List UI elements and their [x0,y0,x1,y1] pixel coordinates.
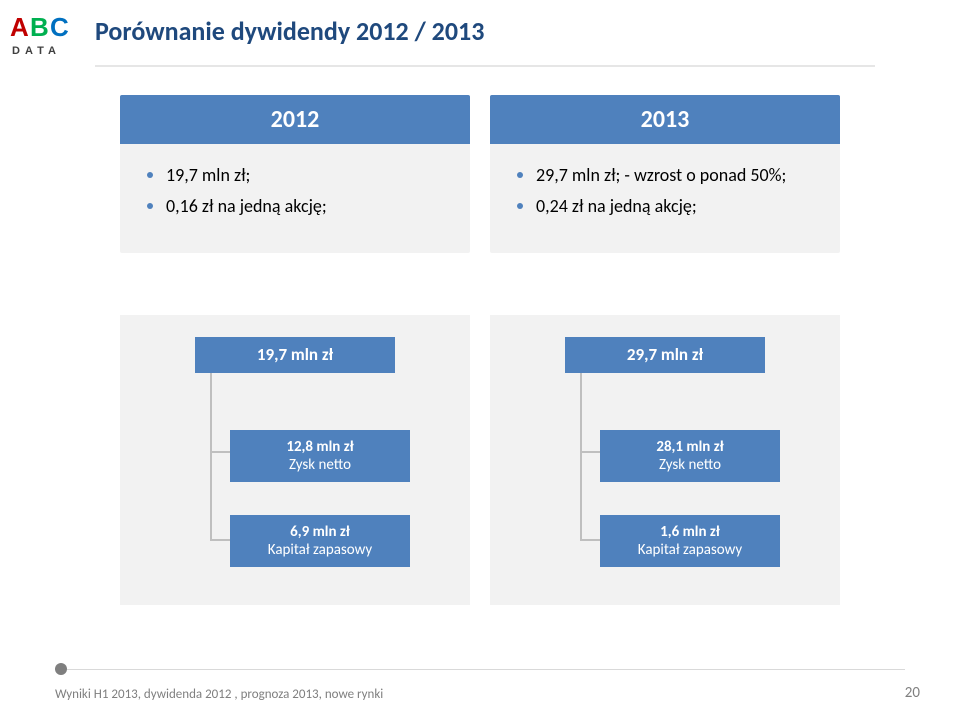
page-number: 20 [905,684,920,702]
column-2012: 2012 19,7 mln zł; 0,16 zł na jedną akcję… [120,95,470,253]
brand-logo: A B C DATA [10,10,80,60]
tree-child: 1,6 mln zł Kapitał zapasowy [600,515,780,567]
column-header: 2012 [120,95,470,144]
bullet-item: 19,7 mln zł; [166,162,446,187]
column-body: 19,7 mln zł; 0,16 zł na jedną akcję; [120,144,470,253]
tree-child: 6,9 mln zł Kapitał zapasowy [230,515,410,567]
connector [580,451,600,453]
comparison-columns: 2012 19,7 mln zł; 0,16 zł na jedną akcję… [120,95,840,253]
tree-child: 28,1 mln zł Zysk netto [600,430,780,482]
connector [210,373,212,541]
footer-divider [55,669,905,670]
connector [210,451,230,453]
svg-text:A: A [10,12,29,42]
breakdown-trees: 19,7 mln zł 12,8 mln zł Zysk netto 6,9 m… [120,315,840,605]
tree-root: 29,7 mln zł [565,337,765,373]
tree-2012: 19,7 mln zł 12,8 mln zł Zysk netto 6,9 m… [120,315,470,605]
svg-text:C: C [50,12,69,42]
column-2013: 2013 29,7 mln zł; - wzrost o ponad 50%; … [490,95,840,253]
child-label: Kapitał zapasowy [268,541,372,559]
footer-text: Wyniki H1 2013, dywidenda 2012 , prognoz… [55,687,383,702]
child-value: 1,6 mln zł [660,523,720,541]
child-value: 28,1 mln zł [656,438,723,456]
column-header: 2013 [490,95,840,144]
svg-text:B: B [30,12,49,42]
bullet-item: 29,7 mln zł; - wzrost o ponad 50%; [536,162,816,187]
column-body: 29,7 mln zł; - wzrost o ponad 50%; 0,24 … [490,144,840,253]
child-label: Zysk netto [289,456,351,474]
svg-text:DATA: DATA [12,45,61,57]
page-title: Porównanie dywidendy 2012 / 2013 [95,15,484,47]
connector [580,539,600,541]
child-label: Kapitał zapasowy [638,541,742,559]
tree-child: 12,8 mln zł Zysk netto [230,430,410,482]
footer-dot-icon [55,663,67,675]
root-value: 29,7 mln zł [627,344,703,365]
child-value: 12,8 mln zł [286,438,353,456]
root-value: 19,7 mln zł [257,344,333,365]
connector [210,539,230,541]
tree-root: 19,7 mln zł [195,337,395,373]
child-value: 6,9 mln zł [290,523,350,541]
child-label: Zysk netto [659,456,721,474]
bullet-item: 0,24 zł na jedną akcję; [536,193,816,218]
bullet-item: 0,16 zł na jedną akcję; [166,193,446,218]
tree-2013: 29,7 mln zł 28,1 mln zł Zysk netto 1,6 m… [490,315,840,605]
connector [580,373,582,541]
title-divider [95,65,875,67]
